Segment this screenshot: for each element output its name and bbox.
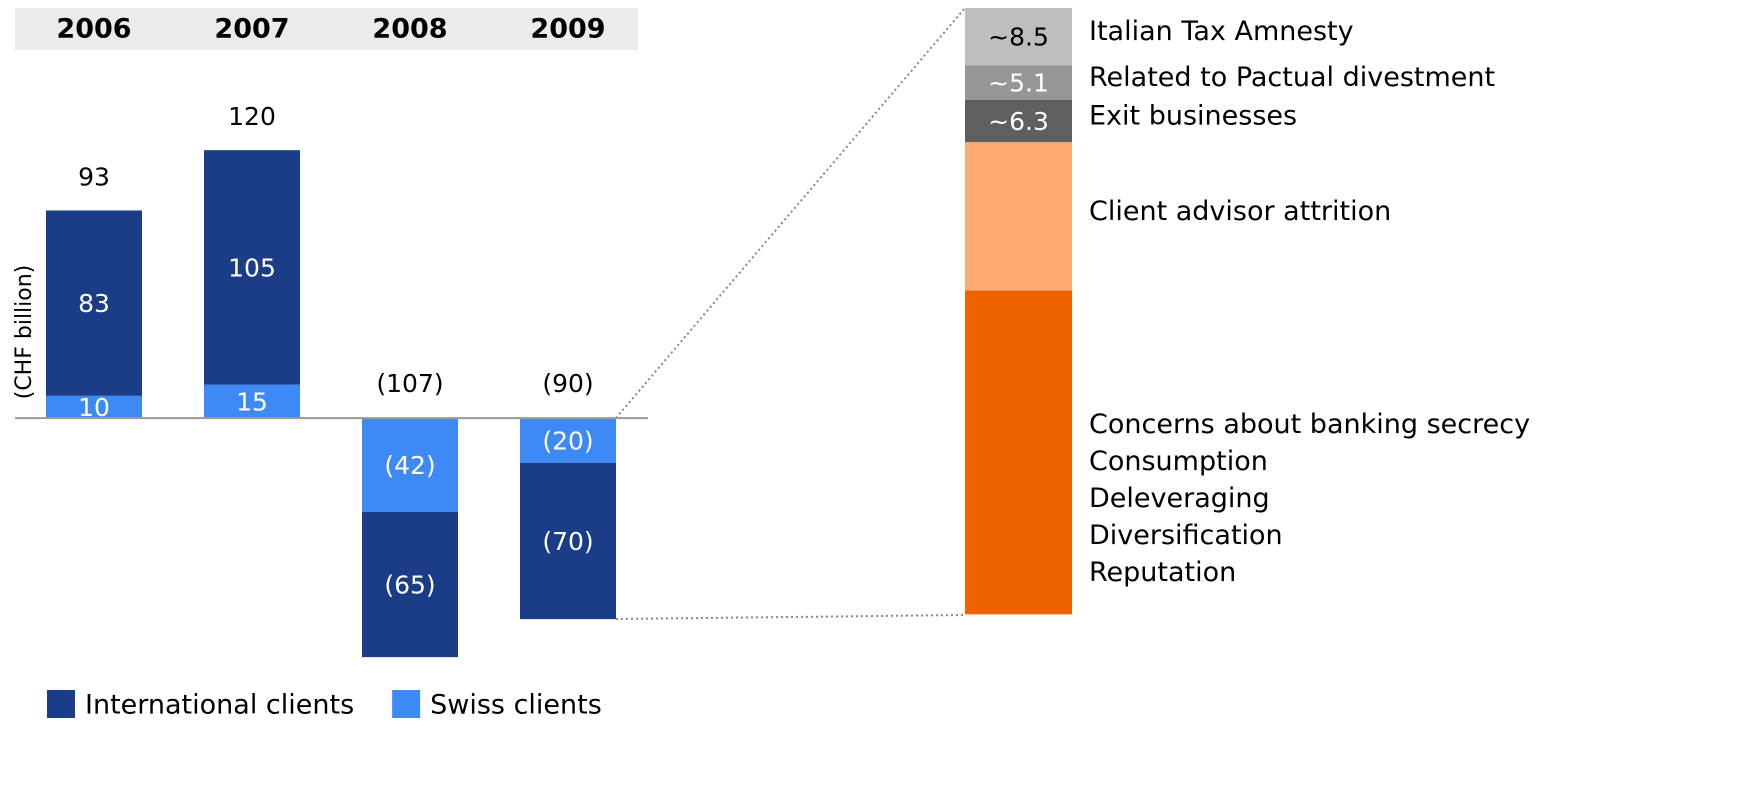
segment-label: 15 xyxy=(236,387,268,416)
bar-segment xyxy=(204,150,300,385)
category-label: Client advisor attrition xyxy=(1089,196,1391,227)
breakdown-segment xyxy=(965,8,1072,66)
category-label: Reputation xyxy=(1089,557,1236,588)
bar-segment xyxy=(520,418,616,463)
y-axis-label: (CHF billion) xyxy=(12,265,37,400)
bar-segment xyxy=(204,384,300,419)
category-label: Diversification xyxy=(1089,520,1283,551)
bar-segment xyxy=(46,395,142,419)
breakdown-segment xyxy=(965,65,1072,100)
legend-label: International clients xyxy=(85,690,354,721)
category-label: Concerns about banking secrecy xyxy=(1089,409,1530,440)
total-label: 120 xyxy=(228,102,276,131)
category-label: Exit businesses xyxy=(1089,100,1297,131)
total-label: (107) xyxy=(376,369,443,398)
segment-label: 105 xyxy=(228,253,276,282)
total-label: (90) xyxy=(542,369,593,398)
segment-label: 83 xyxy=(78,289,110,318)
segment-label: ~8.5 xyxy=(988,23,1049,52)
breakdown-segment xyxy=(965,99,1072,143)
bar-segment xyxy=(362,511,458,658)
breakdown-segment xyxy=(965,142,1072,291)
bar-segment xyxy=(46,210,142,396)
breakdown-segment xyxy=(965,290,1072,615)
segment-label: (20) xyxy=(542,427,593,456)
segment-label: (70) xyxy=(542,527,593,556)
segment-label: (42) xyxy=(384,451,435,480)
x-tick-label: 2009 xyxy=(530,14,605,45)
segment-label: ~6.3 xyxy=(988,107,1049,136)
category-label: Consumption xyxy=(1089,446,1268,477)
year-header xyxy=(15,8,638,50)
x-tick-label: 2008 xyxy=(372,14,447,45)
category-label: Related to Pactual divestment xyxy=(1089,62,1495,93)
category-label: Italian Tax Amnesty xyxy=(1089,16,1354,47)
x-tick-label: 2007 xyxy=(214,14,289,45)
segment-label: ~5.1 xyxy=(988,69,1049,98)
segment-label: (65) xyxy=(384,571,435,600)
bar-segment xyxy=(362,418,458,512)
legend-label: Swiss clients xyxy=(430,690,602,721)
category-label: Deleveraging xyxy=(1089,483,1270,514)
total-label: 93 xyxy=(78,162,110,191)
legend-swatch xyxy=(392,690,421,718)
legend-swatch xyxy=(47,690,75,718)
x-tick-label: 2006 xyxy=(56,14,131,45)
connector xyxy=(615,7,966,419)
bar-segment xyxy=(520,462,616,620)
connector xyxy=(615,614,966,620)
